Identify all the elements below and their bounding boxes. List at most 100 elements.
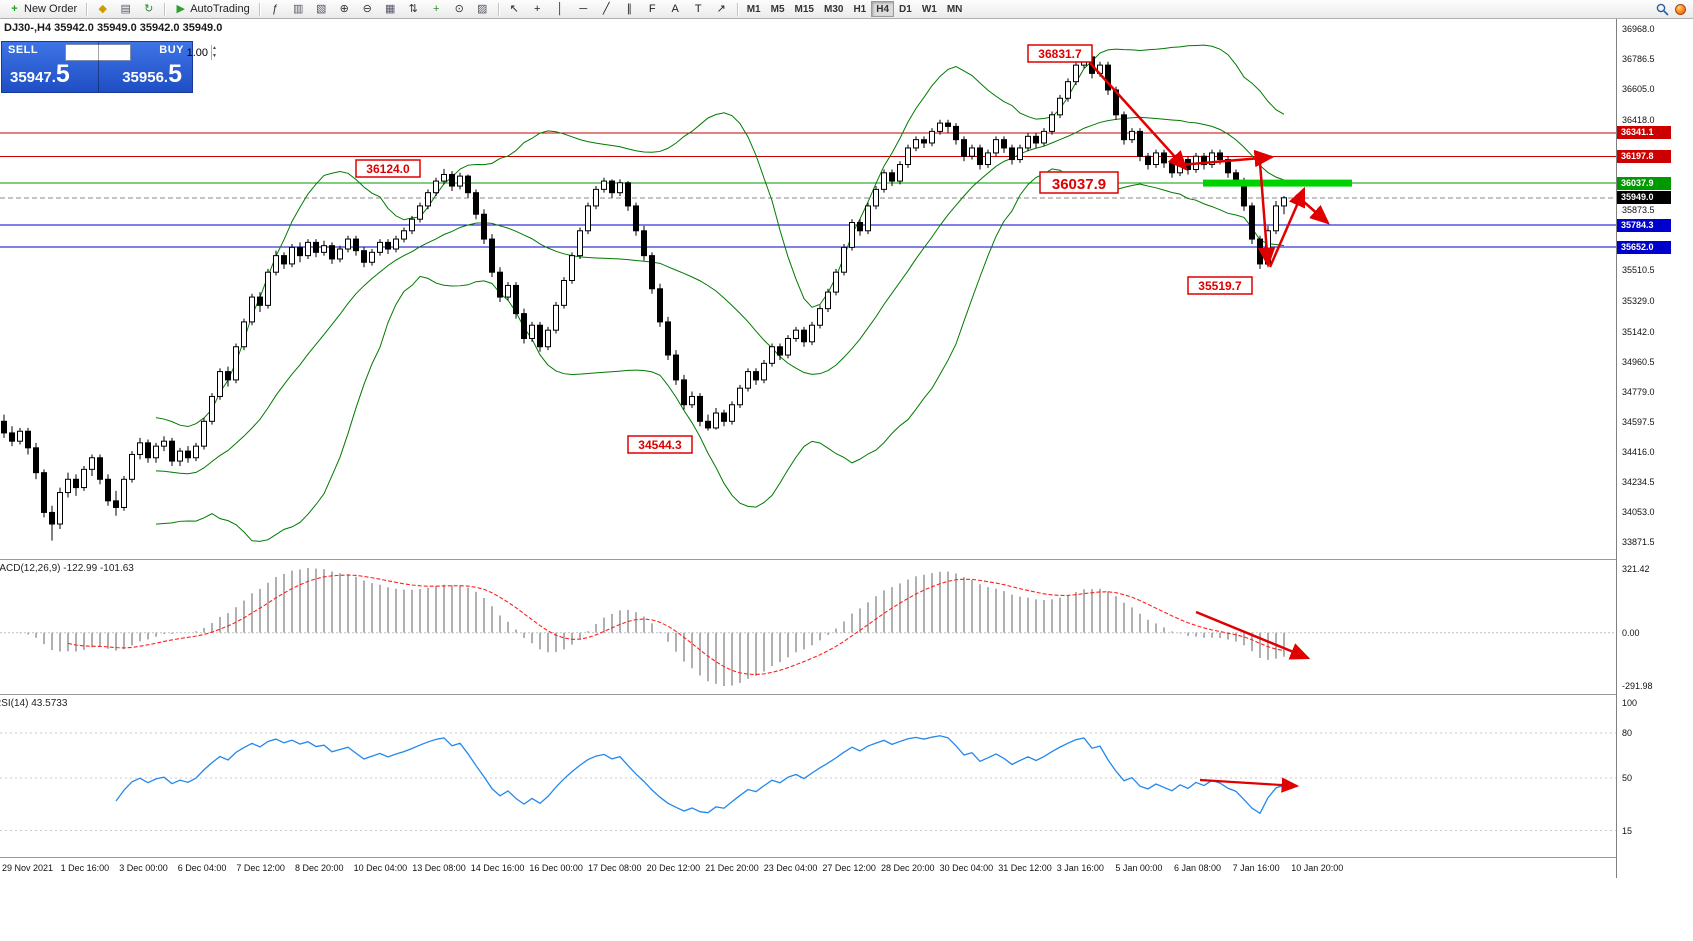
svg-text:35519.7: 35519.7 <box>1198 279 1242 293</box>
macd-scale-label: 0.00 <box>1622 627 1640 638</box>
indicators-icon: ƒ <box>272 2 279 15</box>
lot-size-input[interactable] <box>66 45 211 60</box>
time-label: 3 Jan 16:00 <box>1056 863 1104 873</box>
autotrading-play-icon: ▶ <box>176 2 185 15</box>
time-label: 23 Dec 04:00 <box>763 863 818 873</box>
timeframe-group: M1 M5 M15 M30 H1 H4 D1 W1 MN <box>742 1 968 17</box>
text-icon: A <box>671 2 679 15</box>
price-annotations[interactable]: 36831.7 36124.0 36037.9 35519.7 34544.3 <box>355 44 1253 454</box>
macd-scale-label: -291.98 <box>1622 681 1653 691</box>
svg-text:36037.9: 36037.9 <box>1052 176 1106 193</box>
tile-windows-icon[interactable]: ▦ <box>379 1 402 18</box>
period-icon[interactable]: ⊙ <box>448 1 471 18</box>
time-axis[interactable]: 29 Nov 2021 1 Dec 16:00 3 Dec 00:00 6 Dec 0… <box>0 858 1616 878</box>
support-zone-bar[interactable] <box>1203 179 1352 187</box>
depth-of-market-icon[interactable]: ⇅ <box>402 1 425 18</box>
timeframe-h1[interactable]: H1 <box>848 1 871 17</box>
zoom-in-icon[interactable]: ⊕ <box>333 1 356 18</box>
price-tick: 34234.5 <box>1622 476 1655 487</box>
price-tick: 35142.0 <box>1622 326 1655 337</box>
zoom-in-icon: ⊕ <box>339 2 349 15</box>
new-order-label: New Order <box>24 3 78 15</box>
lot-up-icon[interactable]: ▲ <box>212 45 217 51</box>
cursor-icon[interactable]: ↖ <box>503 1 526 18</box>
lot-stepper[interactable]: ▲ ▼ <box>211 45 217 60</box>
price-tick: 36786.5 <box>1622 54 1655 65</box>
trendline-icon[interactable]: ╱ <box>595 1 618 18</box>
macd-panel[interactable]: MACD(12,26,9) -122.99 -101.63 <box>0 560 1616 694</box>
toolbar-chart-icons: ƒ ▥ ▧ ⊕ ⊖ ▦ ⇅ + ⊙ ▨ <box>264 1 494 18</box>
templates-icon: ▨ <box>477 2 488 15</box>
new-order-icon: + <box>11 2 18 15</box>
label-icon[interactable]: T <box>687 1 710 18</box>
sell-price[interactable]: 35947.5 <box>10 60 70 88</box>
autotrading-button[interactable]: ▶ AutoTrading <box>169 1 255 18</box>
macd-trend-arrow[interactable] <box>1195 610 1311 660</box>
timeframe-m5[interactable]: M5 <box>766 1 790 17</box>
panel-divider[interactable] <box>0 694 1693 695</box>
crosshair-icon[interactable]: + <box>526 1 549 18</box>
rsi-trend-arrow[interactable] <box>1199 777 1300 793</box>
price-tick: 35329.0 <box>1622 295 1655 306</box>
templates-icon[interactable]: ▨ <box>471 1 494 18</box>
trend-arrows[interactable] <box>1089 62 1330 268</box>
search-icon[interactable] <box>1656 3 1669 16</box>
main-chart[interactable]: 36831.7 36124.0 36037.9 35519.7 34544.3 <box>0 19 1616 559</box>
panel-divider[interactable] <box>0 559 1693 560</box>
zoom-out-icon[interactable]: ⊖ <box>356 1 379 18</box>
market-watch-icon[interactable]: ▤ <box>114 1 137 18</box>
horizontal-line-icon[interactable]: ─ <box>572 1 595 18</box>
arrows-icon[interactable]: ↗ <box>710 1 733 18</box>
buy-price[interactable]: 35956.5 <box>122 60 182 88</box>
sell-button[interactable]: SELL <box>8 44 39 56</box>
time-label: 5 Jan 00:00 <box>1115 863 1163 873</box>
timeframe-mn[interactable]: MN <box>942 1 968 17</box>
price-tag: 36037.9 <box>1617 176 1671 190</box>
panel-divider <box>0 857 1693 858</box>
indicators-icon[interactable]: ƒ <box>264 1 287 18</box>
record-icon[interactable] <box>1675 3 1686 15</box>
candlesticks <box>1 51 1287 541</box>
toolbar-right <box>1656 3 1690 16</box>
timeframe-h4[interactable]: H4 <box>871 1 895 17</box>
new-chart-icon[interactable]: + <box>425 1 448 18</box>
timeframe-m1[interactable]: M1 <box>742 1 766 17</box>
rsi-panel[interactable]: RSI(14) 43.5733 <box>0 695 1616 857</box>
price-tag: 36197.8 <box>1617 150 1671 164</box>
objects-list-icon[interactable]: ▧ <box>310 1 333 18</box>
horizontal-level-lines[interactable] <box>0 132 1616 248</box>
text-icon[interactable]: A <box>664 1 687 18</box>
market-watch-icon: ▤ <box>120 2 131 15</box>
time-label: 27 Dec 12:00 <box>822 863 876 873</box>
timeframe-m30[interactable]: M30 <box>819 1 848 17</box>
time-label: 6 Jan 08:00 <box>1174 863 1222 873</box>
arrows-icon: ↗ <box>716 2 726 15</box>
metaeditor-icon[interactable]: ◆ <box>91 1 114 18</box>
time-label: 8 Dec 20:00 <box>295 863 344 873</box>
price-axis[interactable]: 36968.0 36786.5 36605.0 36418.0 35873.5 35510… <box>1616 19 1693 878</box>
fibonacci-icon[interactable]: F <box>641 1 664 18</box>
toolbar-drawing-tools: ↖ + │ ─ ╱ ∥ F A T ↗ <box>503 1 733 18</box>
time-label: 31 Dec 12:00 <box>998 863 1052 873</box>
refresh-icon[interactable]: ↻ <box>137 1 160 18</box>
time-label: 7 Jan 16:00 <box>1232 863 1280 873</box>
price-tag: 35652.0 <box>1617 240 1671 254</box>
timeframe-d1[interactable]: D1 <box>894 1 917 17</box>
channel-icon[interactable]: ∥ <box>618 1 641 18</box>
time-label: 17 Dec 08:00 <box>588 863 642 873</box>
indicator-windows-icon[interactable]: ▥ <box>287 1 310 18</box>
price-tick: 36968.0 <box>1622 24 1655 34</box>
rsi-scale-label: 50 <box>1622 773 1633 783</box>
timeframe-w1[interactable]: W1 <box>917 1 942 17</box>
vertical-line-icon[interactable]: │ <box>549 1 572 18</box>
fibonacci-icon: F <box>648 2 656 15</box>
timeframe-m15[interactable]: M15 <box>790 1 819 17</box>
time-label: 3 Dec 00:00 <box>119 863 168 873</box>
lot-down-icon[interactable]: ▼ <box>212 52 217 59</box>
toolbar-separator <box>736 2 738 16</box>
time-label: 21 Dec 20:00 <box>705 863 759 873</box>
new-order-button[interactable]: + New Order <box>3 1 82 18</box>
metaeditor-icon: ◆ <box>98 2 107 15</box>
objects-list-icon: ▧ <box>316 2 327 15</box>
price-tag: 35949.0 <box>1617 191 1671 205</box>
